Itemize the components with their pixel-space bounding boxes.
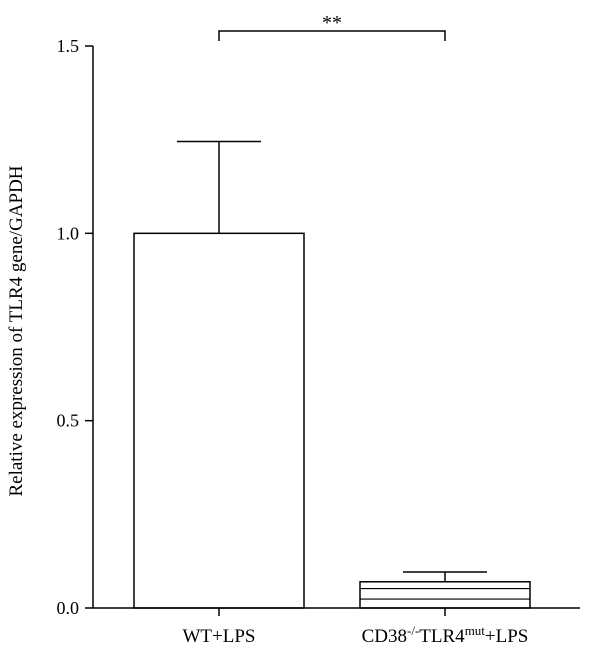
bar (133, 232, 305, 609)
y-axis: 0.0 0.5 1.0 1.5 (57, 36, 94, 618)
y-axis-label: Relative expression of TLR4 gene/GAPDH (6, 165, 27, 496)
y-tick-label: 0.0 (57, 598, 80, 618)
y-tick-label: 0.5 (57, 411, 80, 431)
bars (133, 232, 531, 609)
significance-label: ** (322, 12, 342, 34)
bar (359, 581, 531, 609)
x-tick-label: WT+LPS (183, 626, 256, 647)
x-axis: WT+LPS CD38-/-TLR4mut+LPS (93, 607, 580, 648)
x-tick-label: CD38-/-TLR4mut+LPS (362, 623, 529, 648)
significance-line (218, 30, 446, 41)
significance-bracket: ** (218, 12, 446, 41)
error-bars (177, 140, 487, 582)
y-tick-label: 1.0 (57, 223, 80, 243)
y-tick-label: 1.5 (57, 36, 80, 56)
